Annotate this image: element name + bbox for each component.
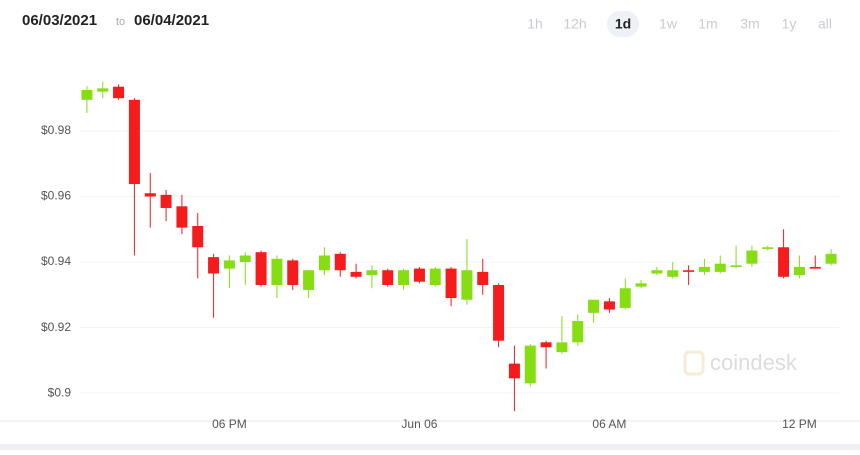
y-tick-label: $0.94	[41, 254, 71, 268]
candle-body	[698, 266, 710, 272]
candle-body	[683, 270, 695, 272]
range-button[interactable]: 12h	[563, 16, 586, 32]
range-button[interactable]: 1m	[698, 16, 717, 32]
candle-body	[540, 342, 552, 348]
x-tick-label: 06 AM	[592, 417, 626, 431]
candle-body	[619, 288, 631, 308]
range-button[interactable]: all	[818, 16, 832, 32]
candle-body	[255, 252, 267, 285]
candle-body	[429, 268, 441, 285]
x-tick-label: Jun 06	[401, 417, 437, 431]
range-button[interactable]: 1y	[782, 16, 797, 32]
candle-body	[113, 86, 125, 99]
date-from: 06/03/2021	[22, 12, 97, 29]
watermark: coindesk	[683, 350, 798, 376]
candle-body	[208, 257, 220, 274]
y-tick-label: $0.96	[41, 189, 71, 203]
bottom-bar	[0, 444, 860, 450]
candle-body	[556, 342, 568, 353]
candle-body	[477, 271, 489, 285]
candle-body	[318, 255, 330, 271]
candle-body	[461, 270, 473, 300]
y-tick-label: $0.92	[41, 320, 71, 334]
candle-body	[635, 283, 647, 287]
range-selected-bg	[607, 11, 639, 37]
candle-body	[762, 247, 774, 249]
candle-body	[350, 271, 362, 277]
candle-body	[176, 206, 188, 228]
y-tick-label: $0.98	[41, 123, 71, 137]
candle-body	[572, 321, 584, 343]
candle-body	[192, 225, 204, 248]
candle-body	[97, 88, 109, 92]
date-separator: to	[116, 16, 125, 28]
candle-body	[603, 301, 615, 310]
x-tick-label: 12 PM	[782, 417, 817, 431]
candle-body	[413, 268, 425, 282]
candle-body	[160, 194, 172, 208]
y-tick-label: $0.9	[48, 385, 72, 399]
candle-body	[793, 266, 805, 276]
watermark-text: coindesk	[710, 350, 798, 375]
candle-body	[493, 284, 505, 341]
range-button[interactable]: 1h	[527, 16, 543, 32]
range-button[interactable]: 1w	[659, 16, 678, 32]
candle-body	[588, 299, 600, 313]
candle-body	[81, 89, 93, 100]
candle-body	[366, 270, 378, 276]
x-tick-label: 06 PM	[212, 417, 247, 431]
candle-body	[287, 260, 299, 285]
watermark-icon	[683, 350, 705, 376]
candle-body	[508, 363, 520, 379]
range-button[interactable]: 3m	[740, 16, 759, 32]
candle-body	[398, 270, 410, 285]
candle-body	[223, 260, 235, 269]
candle-body	[239, 255, 251, 263]
candle-body	[746, 250, 758, 264]
candle-body	[730, 265, 742, 267]
candle-body	[825, 253, 837, 264]
candle-body	[382, 270, 394, 285]
candle-body	[445, 268, 457, 299]
candle-body	[778, 247, 790, 277]
candle-body	[271, 258, 283, 285]
candle-body	[303, 270, 315, 290]
candle-body	[144, 193, 156, 197]
candle-body	[524, 345, 536, 384]
candle-body	[128, 99, 140, 185]
date-to: 06/04/2021	[134, 12, 209, 29]
candle-body	[667, 270, 679, 277]
candle-body	[651, 270, 663, 274]
candle-body	[714, 263, 726, 272]
candle-body	[809, 266, 821, 269]
range-button[interactable]: 1d	[615, 16, 631, 32]
candle-body	[334, 253, 346, 271]
